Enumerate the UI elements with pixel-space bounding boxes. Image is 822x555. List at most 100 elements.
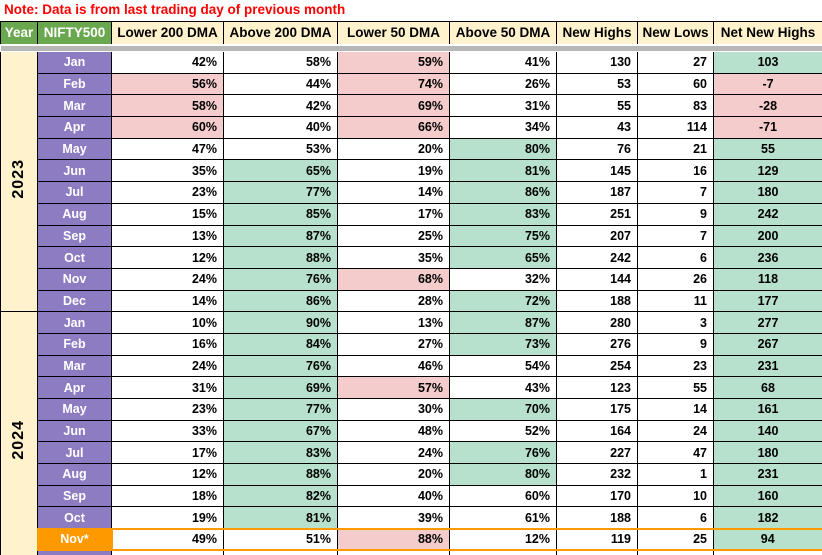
data-cell[interactable]: 19% [337, 159, 450, 183]
data-cell[interactable]: 21 [637, 137, 714, 161]
data-cell[interactable]: 170 [556, 484, 638, 508]
data-cell[interactable]: 18% [111, 484, 224, 508]
month-cell[interactable]: Dec [37, 289, 112, 313]
header-year[interactable]: Year [0, 21, 38, 45]
data-cell[interactable]: 17% [337, 202, 450, 226]
month-cell[interactable]: Jul [37, 441, 112, 465]
data-cell[interactable]: 175 [556, 398, 638, 421]
data-cell[interactable]: 82% [223, 484, 338, 508]
data-cell[interactable]: 236 [713, 246, 822, 269]
data-cell[interactable]: 164 [556, 419, 638, 443]
data-cell[interactable]: 144 [556, 267, 638, 291]
data-cell[interactable]: 1 [637, 463, 714, 486]
month-cell[interactable]: Jan [37, 51, 112, 74]
data-cell[interactable]: 188 [556, 506, 638, 530]
data-cell[interactable]: 76 [556, 137, 638, 161]
header-lower-50-dma[interactable]: Lower 50 DMA [337, 21, 450, 45]
data-cell[interactable]: 232 [556, 463, 638, 486]
data-cell[interactable]: 25 [637, 527, 714, 552]
data-cell[interactable]: 77% [223, 398, 338, 421]
data-cell[interactable]: 86% [223, 289, 338, 313]
data-cell[interactable]: 187 [556, 181, 638, 204]
data-cell[interactable]: 55 [556, 94, 638, 118]
data-cell[interactable]: 43% [449, 376, 557, 399]
data-cell[interactable]: 16% [111, 332, 224, 356]
data-cell[interactable]: 76% [223, 354, 338, 378]
data-cell[interactable] [637, 549, 714, 555]
data-cell[interactable]: 13% [337, 311, 450, 334]
month-cell[interactable]: Jul [37, 181, 112, 204]
data-cell[interactable]: 6 [637, 246, 714, 269]
data-cell[interactable]: 27 [637, 51, 714, 74]
data-cell[interactable]: 80% [449, 463, 557, 486]
data-cell[interactable]: 69% [337, 94, 450, 118]
data-cell[interactable]: 23% [111, 398, 224, 421]
month-cell[interactable]: Feb [37, 72, 112, 96]
month-cell[interactable]: Sep [37, 224, 112, 248]
month-cell[interactable]: Sep [37, 484, 112, 508]
data-cell[interactable]: 47% [111, 137, 224, 161]
data-cell[interactable]: 24 [637, 419, 714, 443]
data-cell[interactable]: 77% [223, 181, 338, 204]
data-cell[interactable]: 9 [637, 202, 714, 226]
data-cell[interactable]: 83 [637, 94, 714, 118]
data-cell[interactable]: 12% [449, 527, 557, 552]
data-cell[interactable]: 58% [111, 94, 224, 118]
data-cell[interactable]: 75% [449, 224, 557, 248]
data-cell[interactable]: 44% [223, 72, 338, 96]
month-cell[interactable]: May [37, 137, 112, 161]
data-cell[interactable] [111, 549, 224, 555]
data-cell[interactable]: 46% [337, 354, 450, 378]
month-cell[interactable]: Aug [37, 463, 112, 486]
data-cell[interactable]: 88% [223, 463, 338, 486]
data-cell[interactable]: 6 [637, 506, 714, 530]
data-cell[interactable] [449, 549, 557, 555]
data-cell[interactable] [337, 549, 450, 555]
data-cell[interactable]: 7 [637, 181, 714, 204]
data-cell[interactable]: 25% [337, 224, 450, 248]
data-cell[interactable]: 83% [449, 202, 557, 226]
data-cell[interactable]: 11 [637, 289, 714, 313]
month-cell[interactable]: Apr [37, 376, 112, 399]
data-cell[interactable]: 60% [449, 484, 557, 508]
data-cell[interactable]: 84% [223, 332, 338, 356]
data-cell[interactable]: 53 [556, 72, 638, 96]
data-cell[interactable]: 20% [337, 137, 450, 161]
data-cell[interactable]: 242 [556, 246, 638, 269]
data-cell[interactable]: 88% [337, 527, 450, 552]
data-cell[interactable]: 27% [337, 332, 450, 356]
month-cell[interactable]: Nov* [36, 527, 113, 552]
data-cell[interactable] [223, 549, 338, 555]
data-cell[interactable]: 76% [223, 267, 338, 291]
data-cell[interactable]: 40% [337, 484, 450, 508]
data-cell[interactable]: 14 [637, 398, 714, 421]
data-cell[interactable]: 26% [449, 72, 557, 96]
data-cell[interactable]: 182 [713, 506, 822, 530]
data-cell[interactable]: 42% [111, 51, 224, 74]
data-cell[interactable]: 267 [713, 332, 822, 356]
month-cell[interactable]: Jun [37, 419, 112, 443]
data-cell[interactable]: 81% [223, 506, 338, 530]
data-cell[interactable]: 145 [556, 159, 638, 183]
data-cell[interactable]: 57% [337, 376, 450, 399]
data-cell[interactable]: 3 [637, 311, 714, 334]
data-cell[interactable]: 177 [713, 289, 822, 313]
data-cell[interactable]: 55 [637, 376, 714, 399]
data-cell[interactable]: 70% [449, 398, 557, 421]
data-cell[interactable]: 188 [556, 289, 638, 313]
data-cell[interactable]: 60% [111, 116, 224, 139]
data-cell[interactable]: 80% [449, 137, 557, 161]
data-cell[interactable]: 47 [637, 441, 714, 465]
data-cell[interactable]: 12% [111, 463, 224, 486]
data-cell[interactable]: 51% [223, 527, 338, 552]
data-cell[interactable]: 10% [111, 311, 224, 334]
month-cell[interactable] [37, 549, 112, 555]
data-cell[interactable] [556, 549, 638, 555]
data-cell[interactable]: -28 [713, 94, 822, 118]
data-cell[interactable]: 86% [449, 181, 557, 204]
data-cell[interactable]: 254 [556, 354, 638, 378]
data-cell[interactable]: 16 [637, 159, 714, 183]
data-cell[interactable]: 74% [337, 72, 450, 96]
data-cell[interactable]: 72% [449, 289, 557, 313]
data-cell[interactable]: 52% [449, 419, 557, 443]
